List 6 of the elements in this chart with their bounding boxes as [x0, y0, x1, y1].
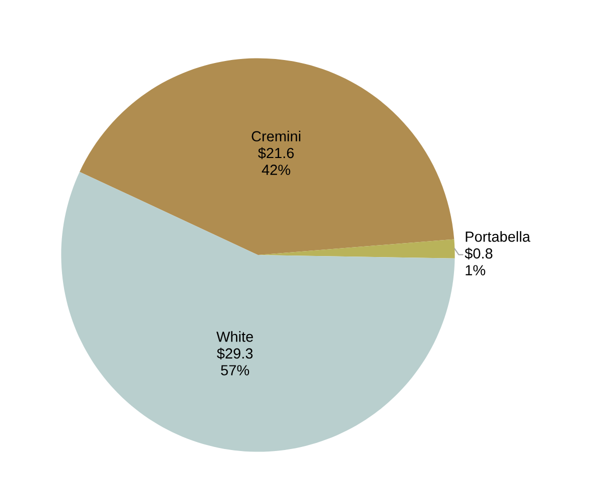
- data-label: $29.3 57%: [216, 348, 253, 376]
- slice-label: White: [216, 331, 253, 342]
- data-label: $0.8 1%: [464, 248, 492, 276]
- data-label: $21.6 42%: [258, 147, 294, 175]
- slice-label: Cremini: [252, 130, 300, 142]
- slice-label: Portabella: [466, 231, 530, 242]
